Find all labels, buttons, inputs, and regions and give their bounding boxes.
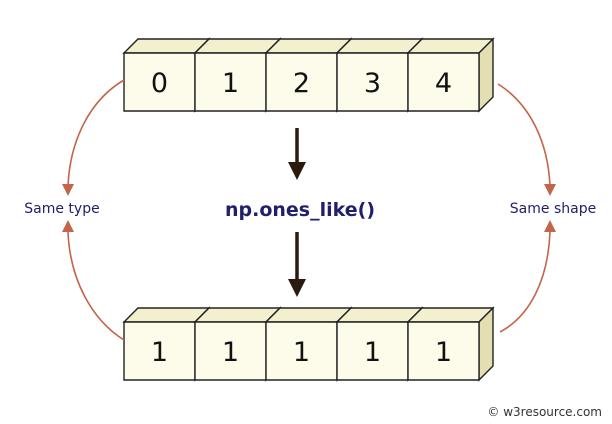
arrow-down-upper — [288, 128, 306, 180]
output-element-value: 1 — [222, 337, 239, 368]
left-down-arrowhead — [62, 184, 74, 196]
input-element-cube: 4 — [406, 37, 495, 113]
right-down-arrowhead — [544, 184, 556, 196]
output-element-cube: 1 — [335, 306, 424, 382]
same-shape-label: Same shape — [510, 201, 596, 217]
right-up-arrowhead — [544, 220, 556, 232]
left-up-arrowhead — [62, 220, 74, 232]
output-element-value: 1 — [151, 337, 168, 368]
output-element-cube: 1 — [406, 306, 495, 382]
output-element-value: 1 — [364, 337, 381, 368]
input-element-value: 1 — [222, 68, 239, 99]
input-element-value: 0 — [151, 68, 168, 99]
cube-front-face — [407, 52, 480, 112]
left-curve-arrows — [62, 79, 125, 341]
arrow-down-lower — [288, 232, 306, 297]
output-element-value: 1 — [435, 337, 452, 368]
input-element-value: 2 — [293, 68, 310, 99]
cube-front-face — [407, 321, 480, 381]
input-element-value: 4 — [435, 68, 452, 99]
input-array: 0 1 2 3 4 — [122, 37, 495, 113]
output-element-value: 1 — [293, 337, 310, 368]
input-element-value: 3 — [364, 68, 381, 99]
same-type-label: Same type — [24, 201, 99, 217]
output-array: 1 1 1 1 1 — [122, 306, 495, 382]
watermark-text: © w3resource.com — [487, 405, 602, 419]
function-label: np.ones_like() — [225, 199, 375, 221]
right-curve-arrows — [497, 83, 556, 333]
